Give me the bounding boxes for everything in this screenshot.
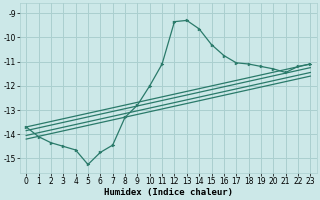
X-axis label: Humidex (Indice chaleur): Humidex (Indice chaleur) [104, 188, 233, 197]
